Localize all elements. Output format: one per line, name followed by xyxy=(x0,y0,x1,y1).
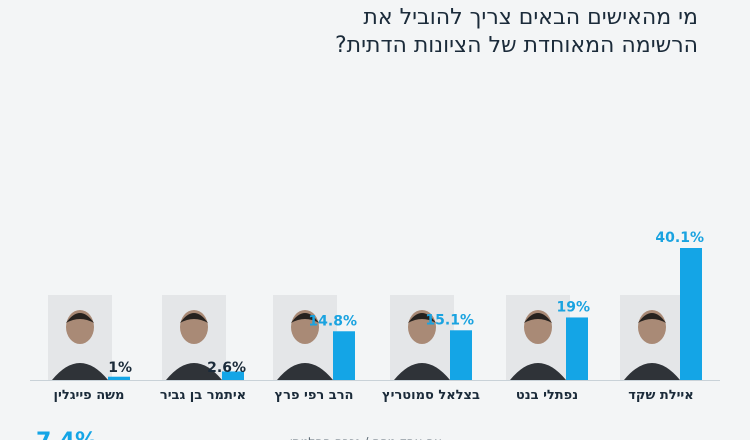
chart-title-line-1: מי מהאישים הבאים צריך להוביל את xyxy=(363,5,698,30)
portrait-itamar-ben-gvir xyxy=(162,295,226,380)
category-label-1: נפתלי בנט xyxy=(516,388,578,403)
bar-group-4: 2.6% איתמר בן גביר xyxy=(160,295,246,403)
bar-0 xyxy=(680,248,702,380)
bar-group-3: 14.8% הרב רפי פרץ xyxy=(273,295,357,403)
portrait-moshe-feiglin xyxy=(48,295,112,380)
bar-4 xyxy=(222,371,244,380)
value-label-2: 15.1% xyxy=(425,312,474,328)
category-label-3: הרב רפי פרץ xyxy=(275,388,354,403)
bar-5 xyxy=(108,376,130,380)
footer-value: 7.4% xyxy=(36,429,97,440)
value-label-4: 2.6% xyxy=(207,360,246,376)
footer-label: אף אחד מהם / נכרם החלטתי xyxy=(290,435,442,440)
bar-3 xyxy=(333,331,355,380)
portrait-rafi-peretz xyxy=(273,295,337,380)
portrait-bezalel-smotrich xyxy=(390,295,454,380)
portrait-naftali-bennett xyxy=(506,295,570,380)
bar-group-5: 1% משה פייגלין xyxy=(48,295,132,403)
chart-title-line-2: הרשימה המאוחדת של הציונות הדתית? xyxy=(334,33,698,58)
value-label-0: 40.1% xyxy=(655,230,704,246)
bar-group-2: 15.1% בצלאל סמוטריץ xyxy=(382,295,480,403)
category-label-5: משה פייגלין xyxy=(54,388,125,403)
portrait-ayelet-shaked xyxy=(620,295,684,380)
value-label-5: 1% xyxy=(108,360,132,376)
bar-2 xyxy=(450,330,472,380)
chart-title: מי מהאישים הבאים צריך להוביל את הרשימה ה… xyxy=(98,4,698,60)
bar-1 xyxy=(566,317,588,380)
value-label-3: 14.8% xyxy=(308,313,357,329)
value-label-1: 19% xyxy=(556,299,590,315)
bar-group-1: 19% נפתלי בנט xyxy=(506,295,590,403)
bar-group-0: 40.1% איילת שקד xyxy=(620,230,704,403)
category-label-4: איתמר בן גביר xyxy=(160,388,246,403)
category-label-2: בצלאל סמוטריץ xyxy=(382,388,480,403)
category-label-0: איילת שקד xyxy=(628,388,693,403)
